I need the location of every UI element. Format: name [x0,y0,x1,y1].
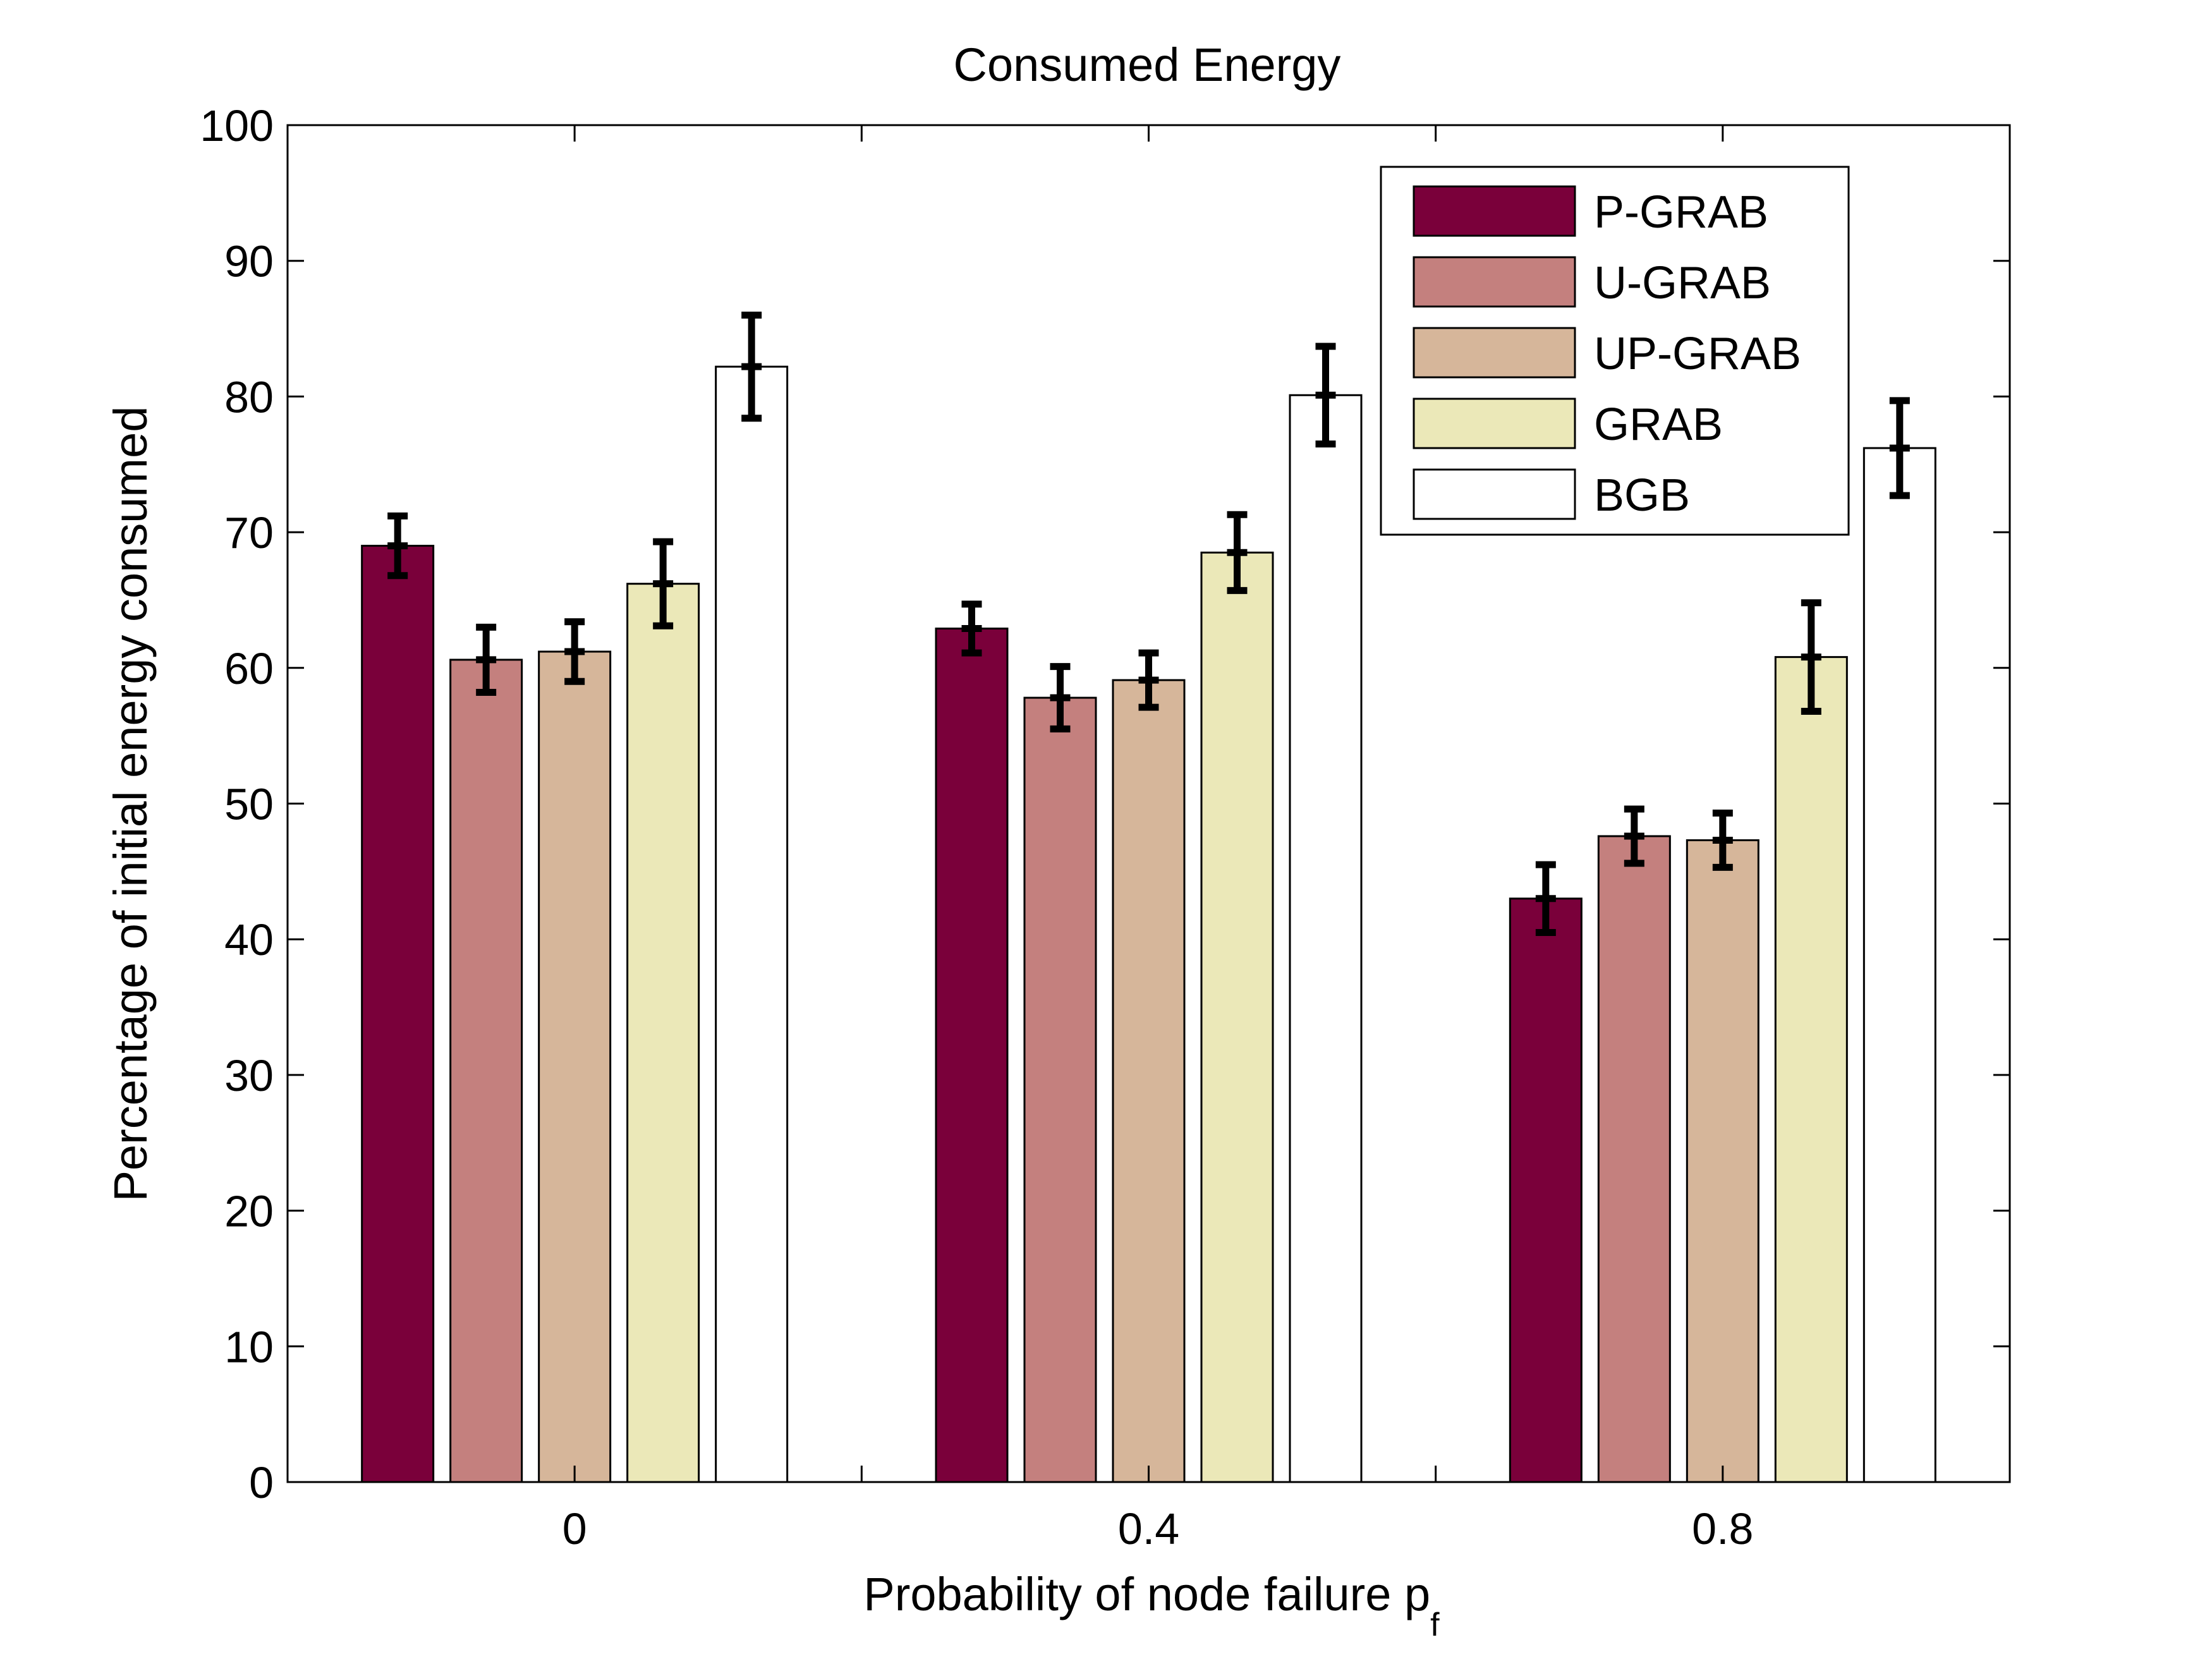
legend-swatch [1413,256,1576,308]
errorbar-up-grab-1 [1138,649,1159,711]
errorbars-layer [387,312,1910,936]
errorbar-grab-0 [653,538,674,629]
bar-bgb-0 [715,365,789,1483]
legend-label: U-GRAB [1594,258,1771,308]
legend-swatch [1413,327,1576,379]
y-tick-labels: 0 10 20 30 40 50 60 70 80 90 100 [200,101,274,1507]
bar-bgb-2 [1863,447,1936,1483]
y-tick-label-0: 0 [249,1458,274,1507]
legend-swatch [1413,468,1576,520]
errorbar-grab-1 [1227,511,1248,594]
bar-p-grab-2 [1509,897,1583,1483]
bar-up-grab-0 [538,650,612,1483]
y-tick-label-20: 20 [224,1187,274,1236]
x-tick-label-0: 0 [562,1504,587,1553]
y-tick-label-40: 40 [224,915,274,964]
y-axis-title: Percentage of initial energy consumed [104,406,157,1202]
plot-frame [286,124,2011,1483]
errorbar-p-grab-0 [387,512,408,580]
errorbar-u-grab-2 [1624,805,1644,867]
legend-swatch [1413,398,1576,449]
y-tick-label-10: 10 [224,1322,274,1371]
y-tick-label-70: 70 [224,508,274,557]
legend-item-p-grab: P-GRAB [1413,185,1768,238]
errorbar-bgb-0 [741,312,762,422]
errorbar-up-grab-0 [564,618,585,685]
errorbar-bgb-1 [1315,343,1336,448]
bar-grab-0 [626,583,700,1483]
legend-label: P-GRAB [1594,187,1768,238]
legend-items: P-GRAB U-GRAB UP-GRAB GRAB BGB [1413,185,1801,521]
y-tick-label-80: 80 [224,372,274,422]
x-axis-title-main: Probability of node failure p [863,1568,1430,1620]
errorbar-p-grab-2 [1535,861,1556,936]
legend-label: BGB [1594,470,1690,521]
errorbar-u-grab-0 [476,623,497,696]
errorbar-p-grab-1 [961,600,982,657]
y-tick-label-60: 60 [224,644,274,693]
bar-u-grab-2 [1597,835,1671,1483]
bar-grab-2 [1774,656,1848,1483]
bar-p-grab-0 [361,545,435,1483]
y-tick-label-90: 90 [224,237,274,286]
errorbar-u-grab-1 [1050,663,1071,732]
bar-up-grab-2 [1686,839,1759,1483]
errorbar-up-grab-2 [1712,810,1733,871]
legend-item-bgb: BGB [1413,468,1690,521]
errorbar-bgb-2 [1889,397,1910,499]
bar-bgb-1 [1289,394,1363,1483]
x-axis-title: Probability of node failure pf [863,1568,1440,1643]
bar-u-grab-1 [1023,696,1097,1483]
x-tick-label-1: 0.4 [1118,1504,1179,1553]
legend-item-u-grab: U-GRAB [1413,256,1771,308]
legend-swatch [1413,185,1576,237]
legend-label: GRAB [1594,399,1723,450]
bar-grab-1 [1200,551,1274,1483]
legend-label: UP-GRAB [1594,329,1801,379]
x-axis-title-subscript: f [1430,1607,1440,1643]
y-tick-label-50: 50 [224,780,274,829]
errorbar-grab-2 [1801,599,1821,715]
legend: P-GRAB U-GRAB UP-GRAB GRAB BGB [1380,166,1850,536]
y-tick-label-100: 100 [200,101,274,150]
legend-item-up-grab: UP-GRAB [1413,327,1801,379]
chart-title: Consumed Energy [954,39,1341,91]
bar-p-grab-1 [935,628,1009,1483]
bar-u-grab-0 [449,659,523,1483]
y-tick-label-30: 30 [224,1051,274,1100]
x-tick-labels: 0 0.4 0.8 [562,1504,1754,1553]
bar-up-grab-1 [1112,679,1186,1483]
x-tick-label-2: 0.8 [1692,1504,1753,1553]
legend-item-grab: GRAB [1413,398,1723,450]
